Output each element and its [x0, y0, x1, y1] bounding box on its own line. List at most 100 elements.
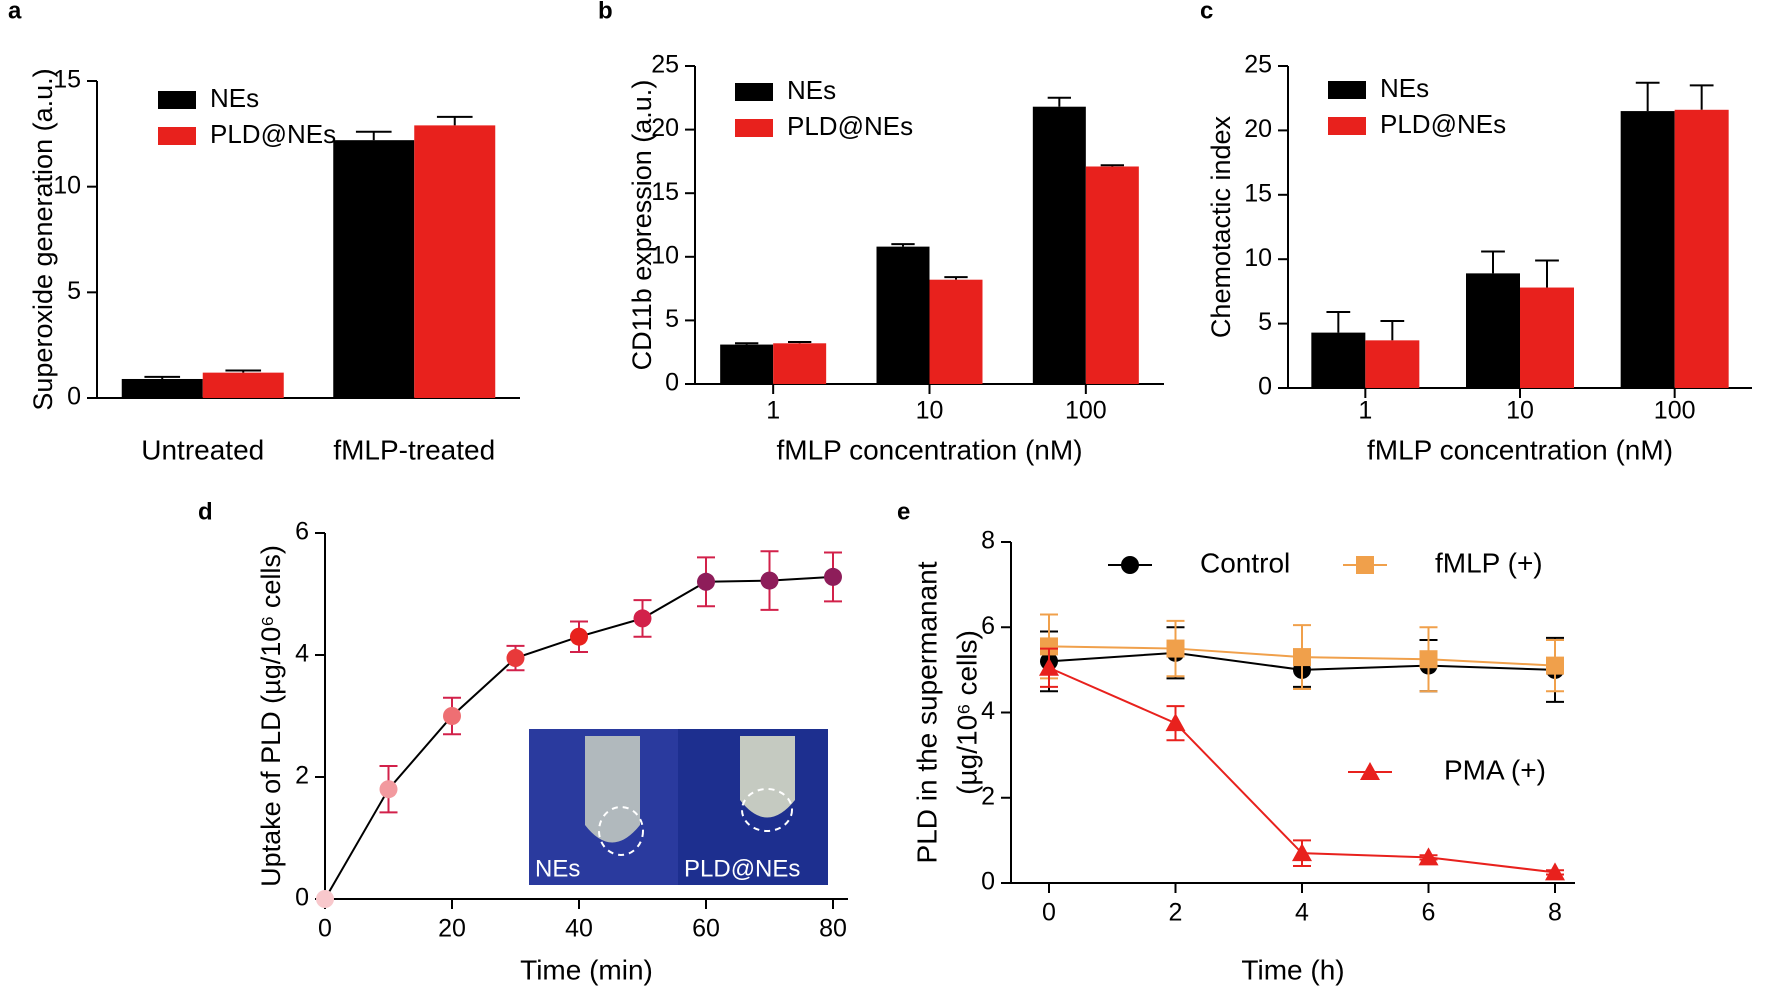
- x-axis-label: fMLP concentration (nM): [1367, 434, 1673, 465]
- legend-swatch: [158, 91, 196, 109]
- panel-label: e: [897, 498, 910, 525]
- x-tick-label: 6: [1422, 899, 1436, 927]
- y-tick-label: 0: [67, 383, 81, 411]
- point: [506, 649, 525, 668]
- point: [1545, 862, 1565, 881]
- y-tick-label: 5: [1258, 308, 1272, 336]
- y-tick-label: 4: [981, 697, 995, 725]
- y-tick-label: 0: [1258, 373, 1272, 401]
- bar: [1674, 109, 1729, 389]
- y-tick-label: 5: [665, 305, 679, 333]
- x-tick-label: 100: [1654, 397, 1696, 425]
- x-tick-label: 0: [1042, 899, 1056, 927]
- legend-label: NEs: [210, 83, 259, 113]
- panel-label: a: [8, 0, 22, 24]
- legend-swatch: [735, 83, 773, 101]
- point: [316, 890, 334, 908]
- legend-swatch: [735, 119, 773, 137]
- legend-marker: [1121, 556, 1139, 574]
- y-tick-label: 0: [295, 884, 309, 912]
- point: [633, 609, 652, 628]
- circle-marker: [741, 788, 793, 832]
- x-tick-label: fMLP-treated: [333, 434, 495, 465]
- point: [443, 707, 461, 725]
- legend-swatch: [158, 127, 196, 145]
- y-tick-label: 6: [981, 612, 995, 640]
- y-tick-label: 2: [295, 762, 309, 790]
- y-axis-label: Superoxide generation (a.u.): [28, 68, 58, 410]
- y-tick-label: 20: [1244, 115, 1272, 143]
- x-tick-label: 10: [1506, 397, 1534, 425]
- y-tick-label: 25: [1244, 51, 1272, 79]
- point: [379, 780, 398, 799]
- legend-swatch: [1328, 81, 1366, 99]
- bar: [121, 378, 203, 398]
- panel-label: c: [1200, 0, 1213, 24]
- y-tick-label: 10: [1244, 244, 1272, 272]
- x-tick-label: 4: [1295, 899, 1309, 927]
- point: [824, 567, 842, 586]
- x-tick-label: 100: [1065, 397, 1107, 425]
- x-tick-label: 80: [819, 915, 847, 943]
- bar: [202, 372, 284, 398]
- panel-label: d: [198, 498, 213, 525]
- x-tick-label: 0: [318, 915, 332, 943]
- legend-marker: [1356, 556, 1374, 574]
- y-axis-label: Uptake of PLD (µg/10⁶ cells): [256, 545, 286, 887]
- legend-label: PLD@NEs: [210, 119, 336, 149]
- point: [1166, 639, 1185, 658]
- inset-label: NEs: [535, 855, 580, 882]
- y-tick-label: 10: [651, 241, 679, 269]
- x-tick-label: 20: [438, 915, 466, 943]
- legend-label: PLD@NEs: [787, 111, 913, 141]
- y-axis-label: CD11b expression (a.u.): [627, 80, 657, 371]
- legend-label: NEs: [1380, 73, 1429, 103]
- circle-marker: [598, 806, 644, 856]
- y-axis-label: PLD in the supermanant: [911, 561, 942, 863]
- point: [570, 627, 588, 646]
- x-tick-label: 1: [766, 397, 780, 425]
- point: [1039, 657, 1059, 676]
- x-tick-label: 40: [565, 915, 593, 943]
- y-tick-label: 8: [981, 527, 995, 555]
- x-tick-label: 60: [692, 915, 720, 943]
- legend-label: Control: [1200, 547, 1290, 578]
- x-tick-label: 8: [1548, 899, 1562, 927]
- bar: [876, 246, 930, 384]
- legend-marker: [1360, 762, 1380, 780]
- inset-label: PLD@NEs: [684, 855, 800, 882]
- point: [697, 572, 715, 591]
- inset-photo: [529, 729, 828, 885]
- y-axis-label: Chemotactic index: [1206, 115, 1236, 338]
- y-tick-label: 0: [665, 369, 679, 397]
- point: [1165, 713, 1186, 732]
- y-tick-label: 15: [1244, 179, 1272, 207]
- bar: [720, 344, 774, 384]
- y-tick-label: 15: [651, 178, 679, 206]
- point: [1419, 650, 1438, 669]
- point: [1418, 847, 1439, 866]
- bar: [414, 125, 496, 398]
- y-tick-label: 2: [981, 782, 995, 810]
- point: [1293, 648, 1311, 667]
- point: [1292, 843, 1312, 862]
- x-tick-label: 2: [1169, 899, 1183, 927]
- bar: [1032, 106, 1086, 384]
- bar: [1365, 340, 1420, 388]
- bar: [1085, 166, 1139, 384]
- y-tick-label: 10: [53, 171, 81, 199]
- legend-swatch: [1328, 117, 1366, 135]
- x-axis-label: Time (min): [520, 954, 653, 985]
- y-tick-label: 6: [295, 518, 309, 546]
- bar: [929, 279, 983, 384]
- legend-label: PLD@NEs: [1380, 109, 1506, 139]
- legend-label: PMA (+): [1444, 754, 1546, 785]
- y-tick-label: 25: [651, 51, 679, 79]
- x-tick-label: 10: [916, 397, 944, 425]
- y-axis-label: (µg/10⁶ cells): [951, 630, 982, 795]
- legend-label: NEs: [787, 75, 836, 105]
- y-tick-label: 4: [295, 640, 309, 668]
- panel-label: b: [598, 0, 613, 24]
- tube: [585, 736, 640, 843]
